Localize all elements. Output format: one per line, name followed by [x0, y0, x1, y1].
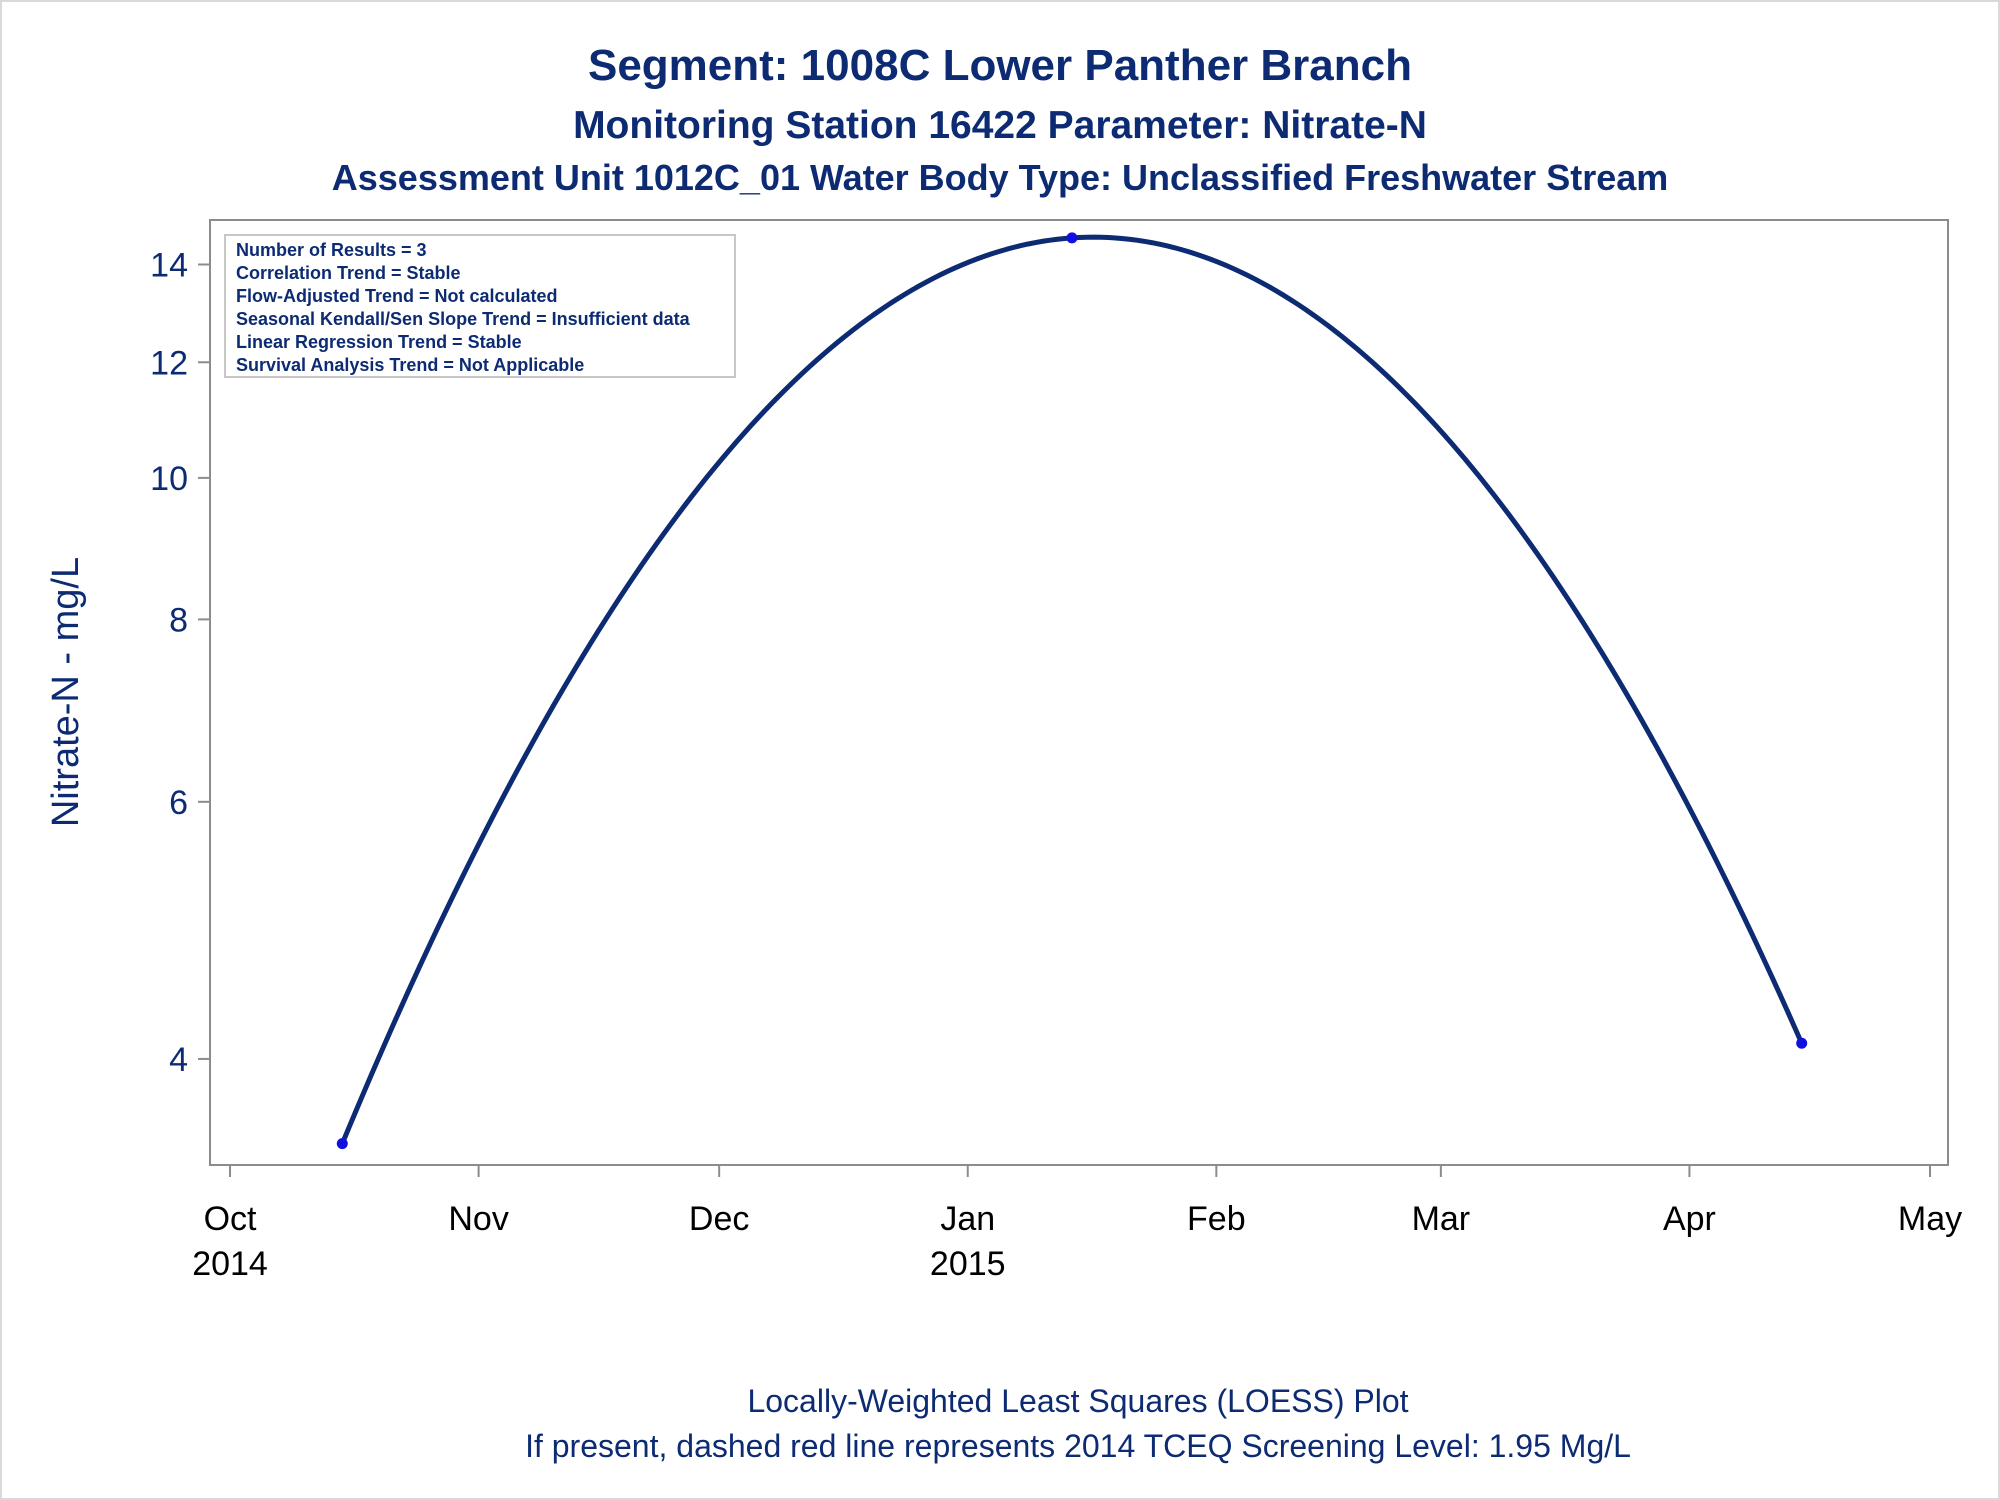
y-axis-label: Nitrate-N - mg/L — [45, 557, 87, 827]
info-flow-adjusted-trend: Flow-Adjusted Trend = Not calculated — [236, 286, 558, 306]
plot-area — [209, 219, 1949, 1166]
x-tick-label: Apr — [1663, 1200, 1716, 1238]
y-tick-label: 6 — [169, 784, 188, 822]
x-tick-label: Mar — [1412, 1200, 1471, 1238]
footnote-loess: Locally-Weighted Least Squares (LOESS) P… — [747, 1383, 1408, 1419]
footnote-screening-level: If present, dashed red line represents 2… — [525, 1428, 1631, 1464]
data-point — [336, 1138, 348, 1150]
y-tick-label: 8 — [169, 601, 188, 639]
x-axis: Oct 2014 Nov Dec Jan 2015 Feb Mar Apr May — [192, 1165, 1962, 1283]
data-point — [1066, 232, 1078, 244]
x-tick-label: Dec — [689, 1200, 749, 1238]
data-point — [1796, 1037, 1808, 1049]
y-tick-label: 10 — [150, 460, 188, 498]
chart-subtitle-station: Monitoring Station 16422 Parameter: Nitr… — [573, 104, 1427, 147]
x-tick-label: Nov — [448, 1200, 508, 1238]
trend-info-border — [224, 234, 736, 378]
y-tick-label: 12 — [150, 344, 188, 382]
y-axis: 4 6 8 10 12 14 — [150, 247, 210, 1079]
x-tick-label: Jan — [940, 1200, 995, 1238]
info-correlation-trend: Correlation Trend = Stable — [236, 263, 461, 283]
info-seasonal-kendall-trend: Seasonal Kendall/Sen Slope Trend = Insuf… — [236, 309, 691, 329]
info-number-of-results: Number of Results = 3 — [236, 240, 427, 260]
y-tick-label: 4 — [169, 1041, 188, 1079]
x-tick-label: Feb — [1187, 1200, 1246, 1238]
chart-subtitle-assessment: Assessment Unit 1012C_01 Water Body Type… — [332, 157, 1669, 198]
y-tick-label: 14 — [150, 247, 188, 285]
info-linear-regression-trend: Linear Regression Trend = Stable — [236, 332, 522, 352]
x-tick-label: May — [1898, 1200, 1962, 1238]
info-survival-analysis-trend: Survival Analysis Trend = Not Applicable — [236, 355, 584, 375]
trend-info-box: Number of Results = 3 Correlation Trend … — [224, 234, 736, 378]
chart-title: Segment: 1008C Lower Panther Branch — [588, 41, 1412, 90]
series-group — [336, 232, 1808, 1150]
x-tick-label: Oct — [204, 1200, 257, 1238]
x-tick-year-label: 2014 — [192, 1245, 268, 1283]
x-tick-year-label: 2015 — [930, 1245, 1006, 1283]
